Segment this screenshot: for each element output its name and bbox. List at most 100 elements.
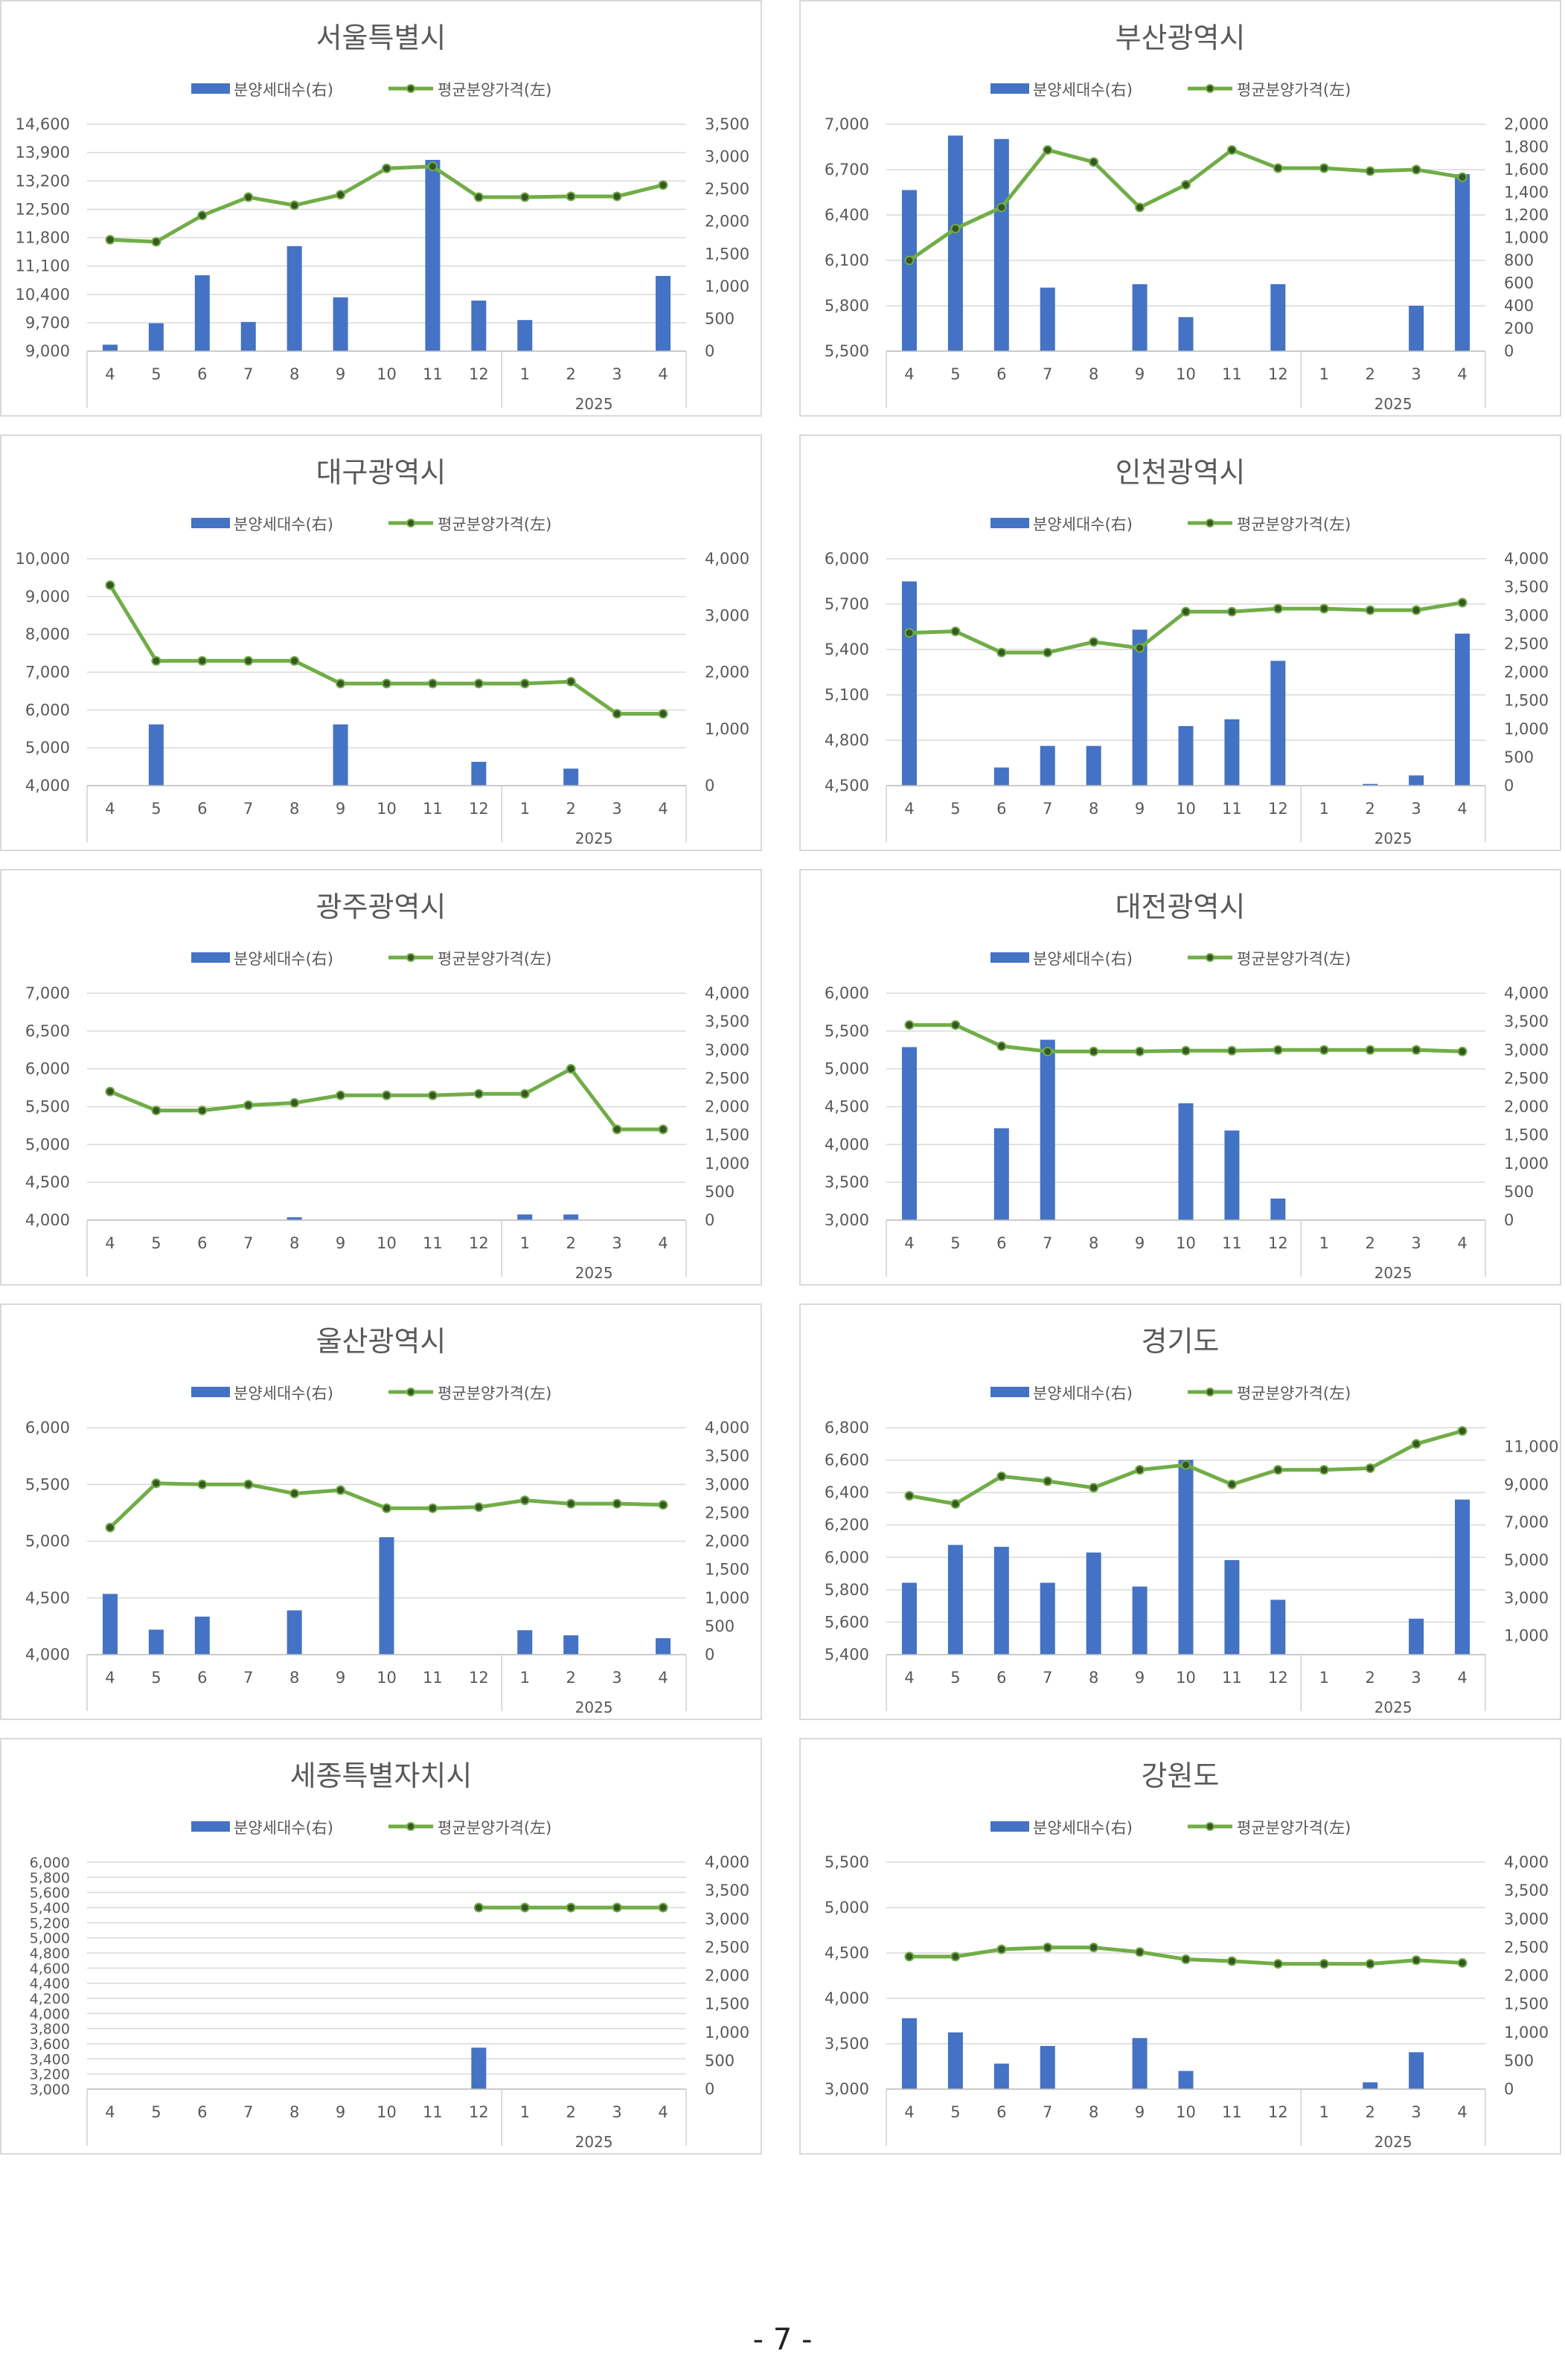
x-tick-label: 5: [950, 1669, 960, 1687]
right-tick-label: 500: [705, 1183, 735, 1201]
x-tick-label: 4: [904, 1234, 914, 1252]
line-point: [1365, 1463, 1375, 1473]
legend-bar-swatch: [990, 1821, 1029, 1832]
left-tick-label: 6,100: [825, 251, 869, 269]
right-tick-label: 2,000: [705, 213, 749, 231]
right-tick-label: 3,000: [1504, 1910, 1549, 1928]
left-tick-label: 6,000: [25, 1060, 70, 1078]
x-tick-label: 10: [377, 365, 397, 383]
right-tick-label: 3,500: [705, 1447, 749, 1465]
legend-line-marker: [1206, 84, 1214, 93]
bar: [1040, 1039, 1055, 1220]
bar: [1270, 1199, 1286, 1220]
bar: [1409, 2052, 1424, 2089]
line-point: [1273, 603, 1283, 614]
right-tick-label: 500: [705, 2052, 735, 2070]
chart-legend: 분양세대수(右) 평균분양가격(左): [990, 1819, 1351, 1837]
right-tick-label: 500: [1504, 2052, 1534, 2070]
line-point: [566, 191, 576, 202]
legend-bar-label: 분양세대수(右): [1033, 81, 1133, 99]
right-tick-label: 4,000: [1504, 550, 1549, 568]
line-point: [1457, 1425, 1468, 1436]
legend-bar-label: 분양세대수(右): [1033, 1385, 1133, 1402]
line-point: [1089, 1046, 1099, 1056]
left-tick-label: 3,400: [30, 2051, 70, 2068]
left-tick-label: 4,000: [25, 777, 70, 795]
left-tick-label: 6,000: [25, 1419, 70, 1437]
left-tick-label: 6,000: [825, 550, 869, 568]
chart-legend: 분양세대수(右) 평균분양가격(左): [990, 1385, 1351, 1402]
bar: [1409, 306, 1424, 351]
line-point: [1457, 172, 1468, 182]
right-tick-label: 1,000: [705, 1589, 749, 1607]
left-tick-label: 3,000: [825, 1211, 869, 1229]
line-point: [1089, 1943, 1099, 1953]
bar: [1224, 1559, 1240, 1655]
chart-panel: 부산광역시 분양세대수(右) 평균분양가격(左) 5,500 5,800 6,100 6,4…: [799, 0, 1561, 417]
x-tick-label: 3: [1411, 2103, 1421, 2121]
line-point: [1411, 605, 1421, 615]
left-tick-label: 6,700: [825, 161, 869, 179]
right-tick-label: 1,800: [1504, 138, 1549, 156]
x-tick-label: 8: [1089, 1234, 1098, 1252]
x-year-label: 2025: [575, 1264, 613, 1282]
bar: [1270, 1600, 1286, 1655]
bar: [993, 767, 1009, 786]
chart-title: 세종특별자치시: [290, 1760, 473, 1792]
right-tick-label: 0: [1504, 777, 1514, 795]
bar: [1178, 2071, 1194, 2089]
chart-panel: 울산광역시 분양세대수(右) 평균분양가격(左) 4,000 4,500 5,000 5,5…: [0, 1303, 762, 1720]
x-tick-label: 2: [1366, 1669, 1375, 1687]
right-tick-label: 0: [705, 1211, 714, 1229]
x-tick-label: 4: [1457, 365, 1467, 383]
line-point: [904, 628, 915, 638]
x-tick-label: 5: [151, 800, 161, 818]
line-point: [996, 1944, 1007, 1954]
right-tick-label: 4,000: [705, 984, 749, 1002]
x-tick-label: 3: [1411, 1669, 1421, 1687]
bar: [1040, 287, 1055, 351]
x-tick-label: 6: [197, 2103, 207, 2121]
legend-line-marker: [406, 1388, 415, 1396]
x-tick-label: 5: [950, 365, 960, 383]
right-tick-label: 1,500: [1504, 1995, 1549, 2013]
left-tick-label: 5,000: [825, 1899, 869, 1916]
bar: [1455, 633, 1470, 786]
legend-line-label: 평균분양가격(左): [1237, 950, 1351, 968]
bar: [656, 1638, 671, 1655]
bar: [1040, 1582, 1055, 1655]
legend-line-label: 평균분양가격(左): [1237, 1385, 1351, 1402]
right-tick-label: 500: [705, 309, 735, 327]
bar: [901, 2018, 917, 2089]
right-tick-label: 0: [705, 1646, 714, 1664]
line-point: [1089, 157, 1099, 167]
line-point: [1089, 637, 1099, 647]
right-tick-label: 3,000: [705, 148, 749, 166]
x-tick-label: 4: [105, 800, 115, 818]
x-tick-label: 6: [197, 1234, 207, 1252]
bar: [287, 1610, 302, 1655]
x-tick-label: 4: [658, 1234, 668, 1252]
left-tick-label: 6,400: [825, 206, 869, 224]
x-tick-label: 10: [377, 2103, 397, 2121]
chart-legend: 분양세대수(右) 평균분양가격(左): [990, 950, 1351, 968]
chart-legend: 분양세대수(右) 평균분양가격(左): [191, 950, 551, 968]
line-point: [1043, 145, 1053, 155]
x-tick-label: 12: [469, 1669, 489, 1687]
line-point: [336, 679, 346, 689]
x-tick-label: 7: [243, 800, 253, 818]
line-point: [1319, 1465, 1329, 1475]
chart-panel: 인천광역시 분양세대수(右) 평균분양가격(左) 4,500 4,800 5,100 5,4…: [799, 434, 1561, 851]
x-tick-label: 11: [1222, 1234, 1242, 1252]
x-tick-label: 11: [423, 2103, 443, 2121]
line-point: [427, 1090, 438, 1100]
x-tick-label: 7: [243, 1669, 253, 1687]
left-tick-label: 4,500: [25, 1589, 70, 1607]
x-tick-label: 2: [1366, 2103, 1375, 2121]
legend-bar-label: 분양세대수(右): [234, 950, 333, 968]
line-point: [519, 1902, 530, 1913]
left-tick-label: 5,800: [825, 1581, 869, 1599]
